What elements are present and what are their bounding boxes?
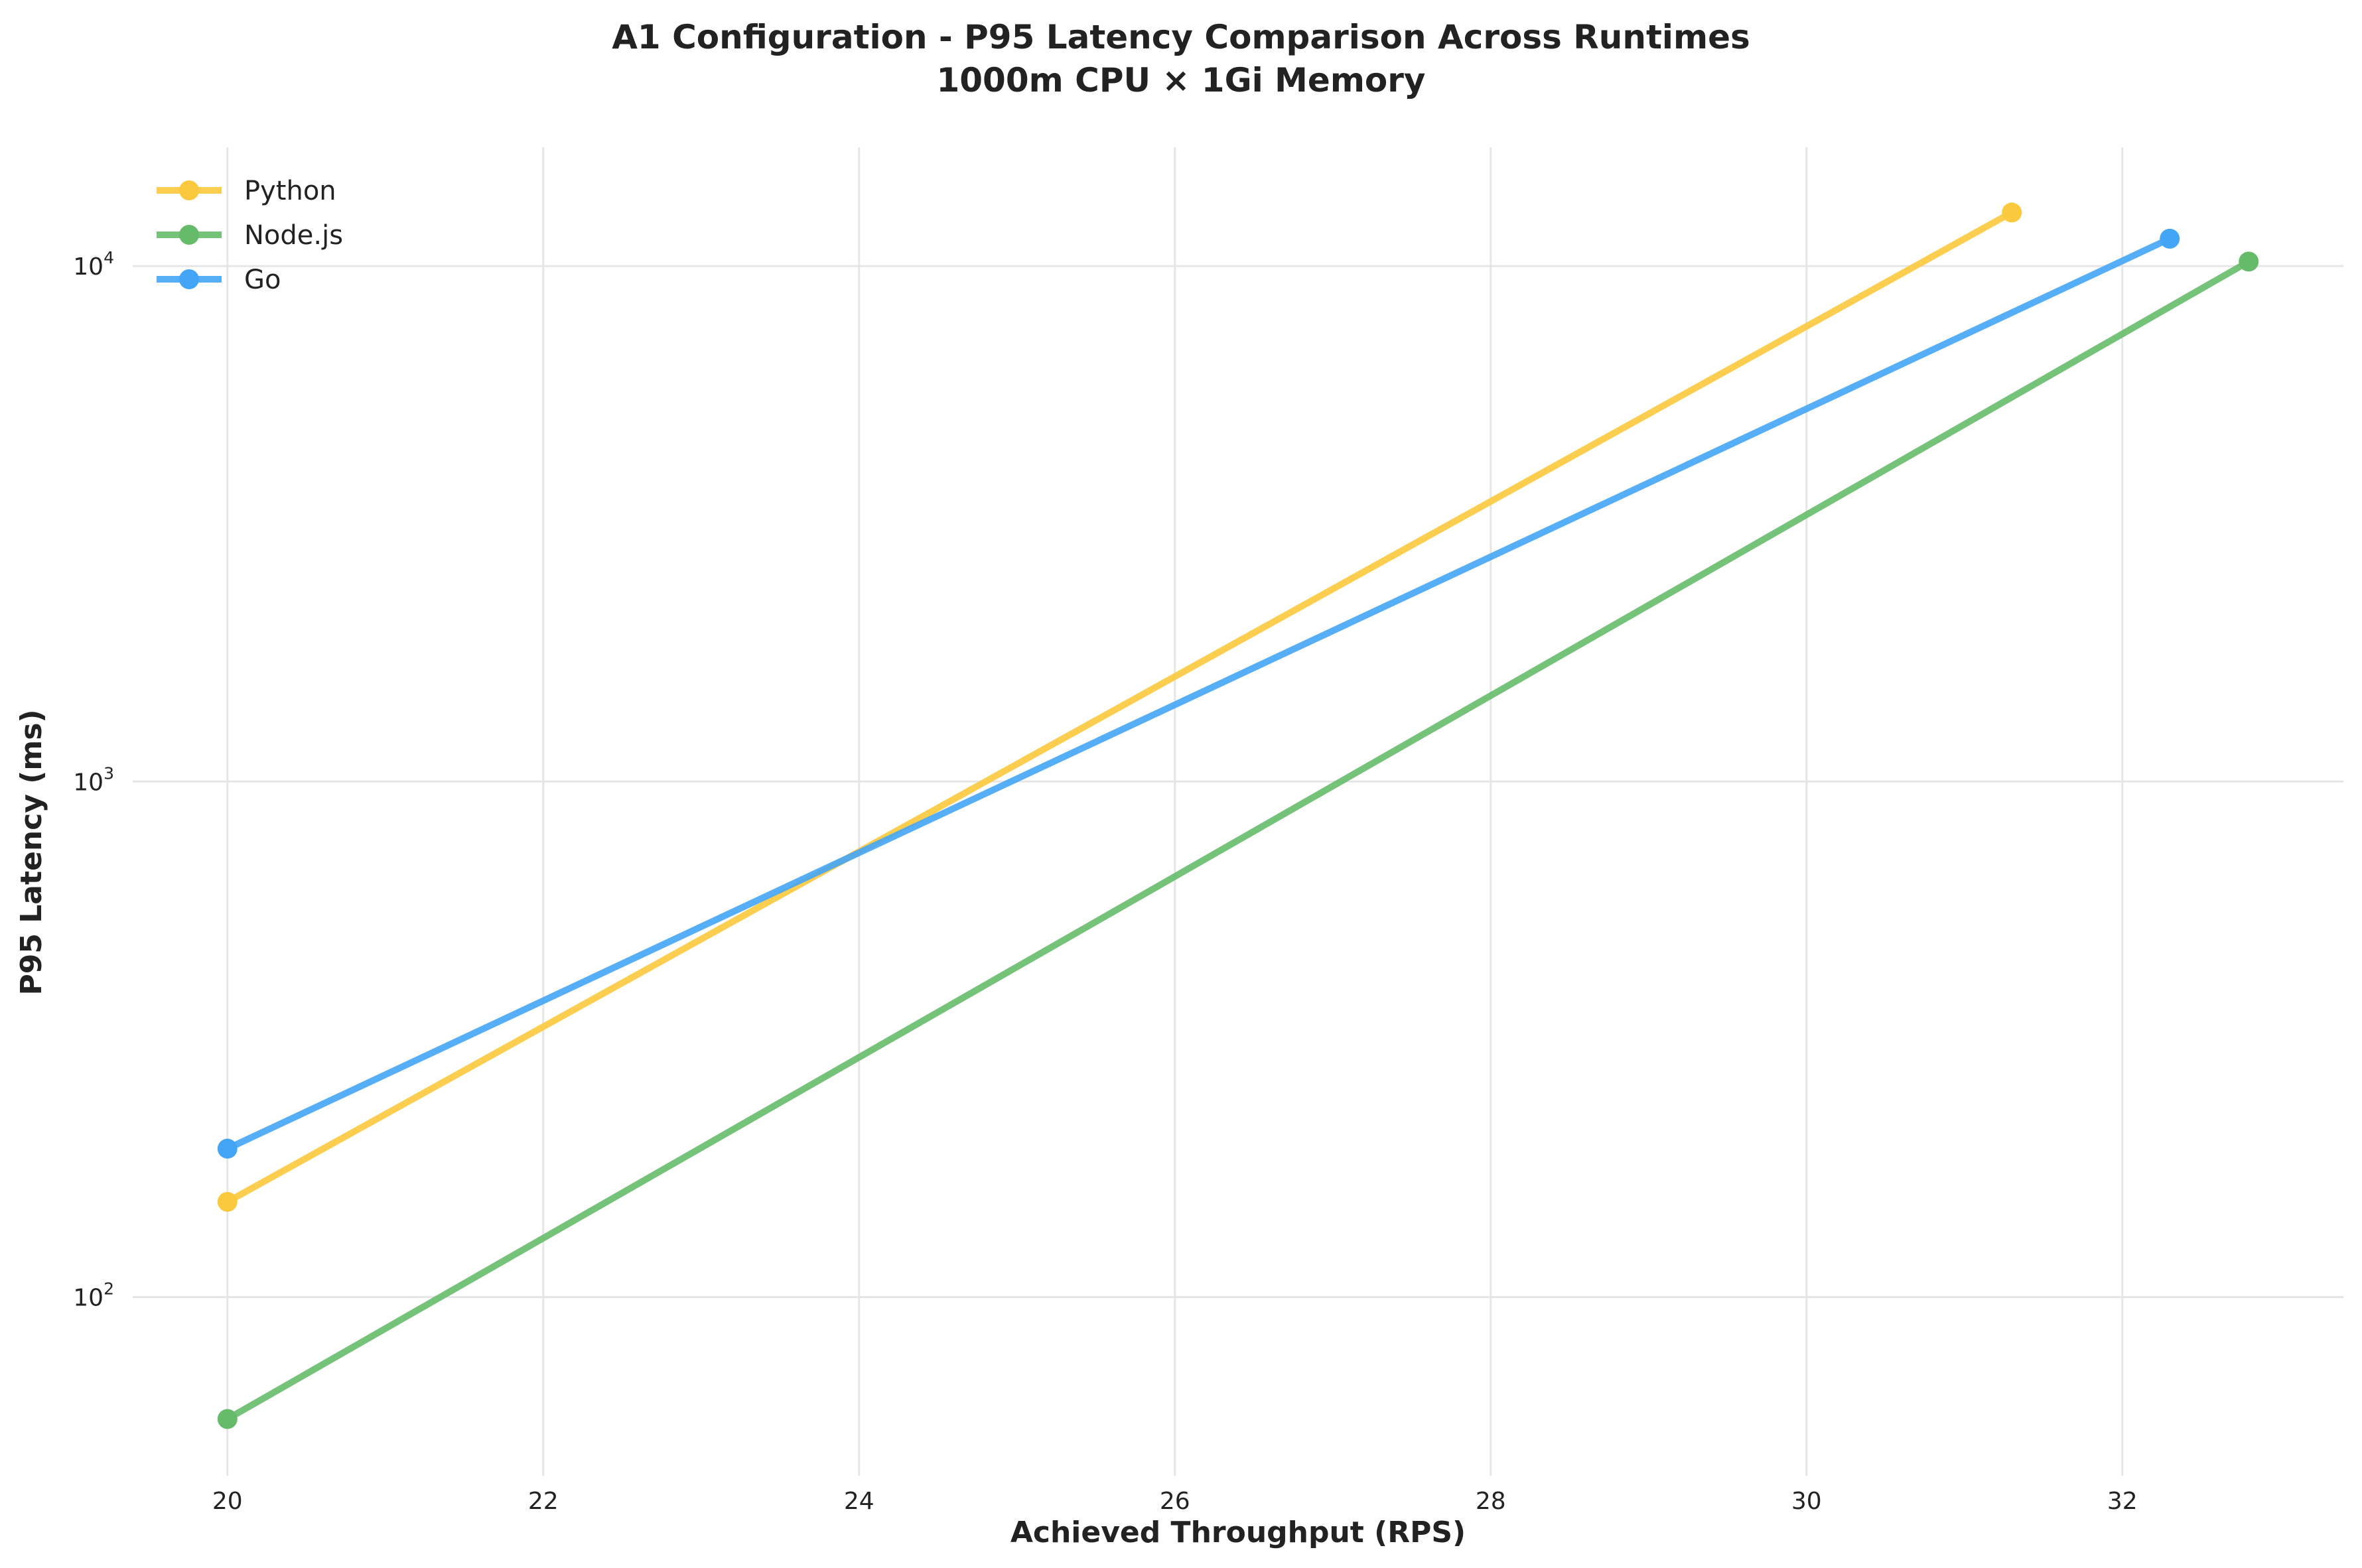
x-axis-label: Achieved Throughput (RPS): [1010, 1516, 1466, 1549]
x-axis-ticks: 20 22 24 26 28 30 32: [212, 1488, 2138, 1515]
data-point-python: [217, 1191, 238, 1212]
y-tick-label: 104: [73, 248, 114, 281]
data-point-go: [2160, 228, 2180, 249]
x-tick-label: 28: [1476, 1488, 1506, 1515]
x-tick-label: 32: [2107, 1488, 2138, 1515]
y-tick-exponent: 2: [104, 1279, 114, 1298]
y-axis-label: P95 Latency (ms): [15, 709, 48, 995]
x-tick-label: 30: [1791, 1488, 1822, 1515]
y-tick-base: 10: [73, 769, 104, 796]
legend-entry-node-js: Node.js: [157, 220, 343, 251]
legend-marker-python: [179, 180, 199, 200]
legend-marker-node-js: [179, 225, 199, 245]
legend: Python Node.js Go: [157, 176, 343, 295]
legend-label-node-js: Node.js: [244, 220, 343, 251]
series-node-js: [217, 251, 2259, 1429]
series-go: [217, 228, 2180, 1159]
legend-entry-go: Go: [157, 265, 281, 295]
x-tick-label: 26: [1160, 1488, 1190, 1515]
x-tick-label: 20: [212, 1488, 243, 1515]
chart-subtitle: 1000m CPU × 1Gi Memory: [936, 61, 1425, 99]
legend-entry-python: Python: [157, 176, 336, 206]
data-point-go: [217, 1138, 238, 1159]
legend-label-python: Python: [244, 176, 336, 206]
y-tick-base: 10: [73, 253, 104, 281]
y-tick-label: 102: [73, 1279, 114, 1311]
legend-label-go: Go: [244, 265, 281, 295]
x-tick-label: 24: [844, 1488, 874, 1515]
x-tick-label: 22: [528, 1488, 559, 1515]
chart-title: A1 Configuration - P95 Latency Compariso…: [612, 18, 1750, 56]
data-point-node-js: [217, 1409, 238, 1429]
plot-area: [217, 202, 2259, 1429]
y-tick-exponent: 3: [104, 763, 114, 783]
series-line-python: [224, 209, 2016, 1205]
y-tick-exponent: 4: [104, 248, 114, 267]
data-point-node-js: [2239, 251, 2259, 272]
data-point-python: [2002, 202, 2022, 223]
y-tick-label: 103: [73, 763, 114, 796]
legend-marker-go: [179, 269, 199, 289]
y-tick-base: 10: [73, 1284, 104, 1311]
grid: [133, 147, 2343, 1476]
series-line-node-js: [224, 258, 2253, 1423]
series-line-go: [224, 235, 2174, 1152]
series-python: [217, 202, 2022, 1212]
